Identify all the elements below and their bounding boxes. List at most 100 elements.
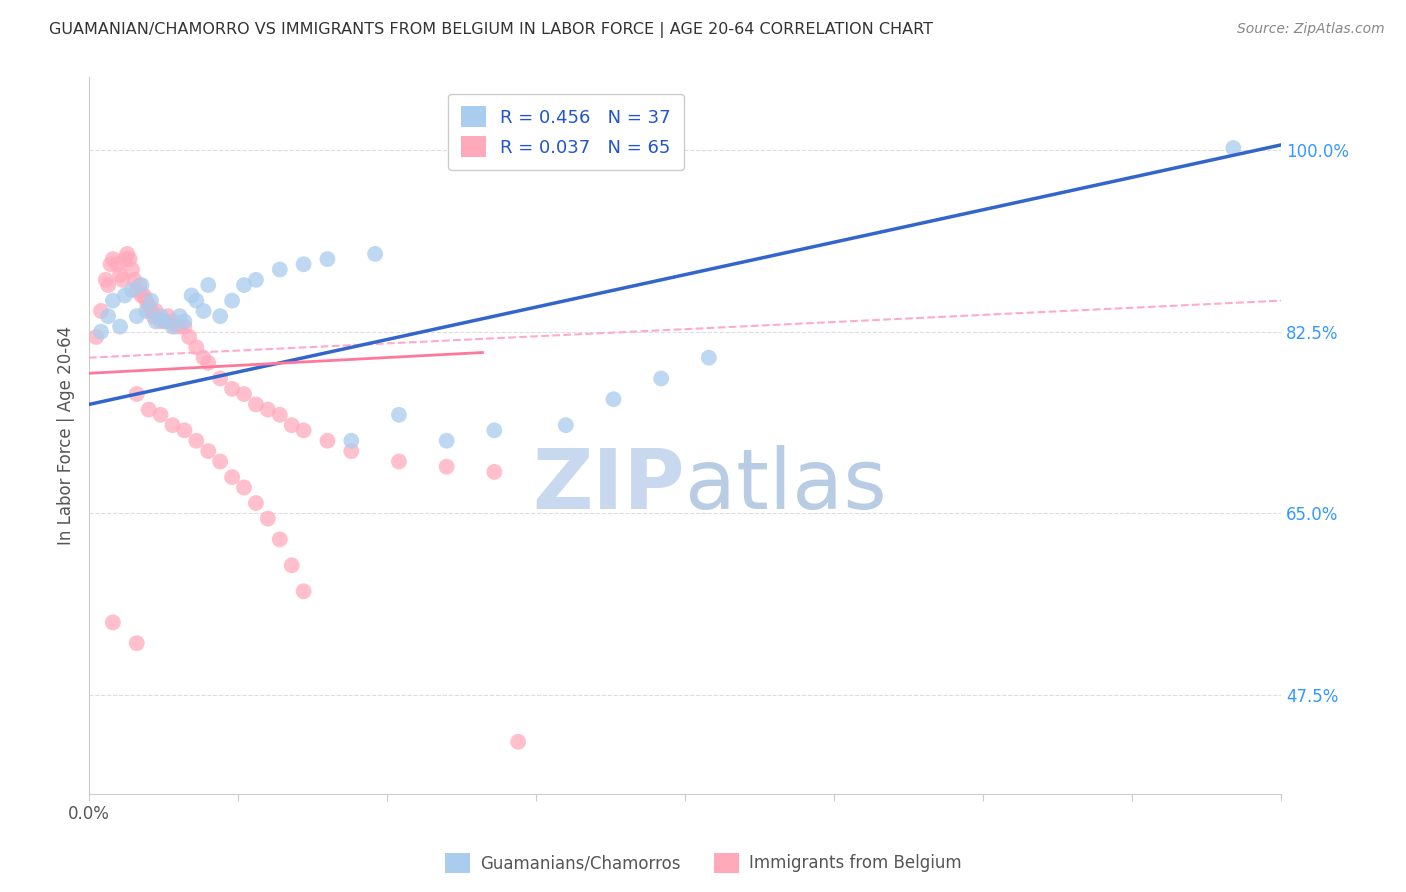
Point (124, 273, 146, 287)
Point (155, 314, 177, 328)
Point (186, 340, 208, 354)
Point (114, 288, 136, 302)
Point (145, 304, 167, 318)
Point (209, 371, 232, 385)
Point (186, 434, 208, 448)
Point (156, 309, 179, 323)
Point (316, 434, 339, 448)
Point (179, 330, 201, 344)
Point (90, 325, 112, 339)
Point (90, 304, 112, 318)
Point (484, 465, 506, 479)
Point (245, 496, 267, 510)
Point (221, 293, 243, 308)
Point (169, 319, 191, 334)
Point (173, 314, 195, 328)
Point (149, 408, 172, 422)
Point (111, 273, 134, 287)
Y-axis label: In Labor Force | Age 20-64: In Labor Force | Age 20-64 (58, 326, 75, 545)
Point (197, 444, 219, 458)
Point (602, 392, 624, 407)
Point (245, 273, 267, 287)
Point (125, 283, 148, 297)
Point (94, 273, 117, 287)
Point (125, 636, 148, 650)
Point (135, 304, 157, 318)
Text: Source: ZipAtlas.com: Source: ZipAtlas.com (1237, 22, 1385, 37)
Point (162, 319, 184, 334)
Legend: Guamanians/Chamorros, Immigrants from Belgium: Guamanians/Chamorros, Immigrants from Be… (439, 847, 967, 880)
Point (108, 268, 131, 282)
Point (197, 356, 219, 370)
Point (101, 252, 124, 266)
Point (173, 423, 195, 437)
Point (233, 480, 256, 494)
Point (269, 408, 291, 422)
Point (125, 387, 148, 401)
Point (142, 309, 165, 323)
Point (169, 309, 191, 323)
Point (340, 434, 363, 448)
Point (257, 402, 280, 417)
Point (388, 454, 411, 468)
Point (554, 418, 576, 433)
Point (125, 309, 148, 323)
Point (697, 351, 720, 365)
Point (131, 288, 153, 302)
Point (128, 278, 150, 293)
Point (135, 293, 157, 308)
Point (340, 444, 363, 458)
Point (280, 418, 302, 433)
Point (149, 309, 172, 323)
Text: ZIP: ZIP (533, 445, 685, 526)
Point (138, 299, 160, 313)
Point (138, 402, 160, 417)
Point (233, 387, 256, 401)
Point (209, 309, 232, 323)
Point (145, 314, 167, 328)
Point (121, 283, 143, 297)
Point (197, 278, 219, 293)
Point (316, 252, 339, 266)
Point (292, 584, 315, 599)
Point (292, 423, 315, 437)
Point (484, 423, 506, 437)
Point (162, 418, 184, 433)
Point (245, 397, 267, 411)
Point (163, 319, 186, 334)
Point (280, 558, 302, 573)
Point (121, 262, 143, 277)
Point (84, 330, 107, 344)
Point (108, 319, 131, 334)
Point (221, 470, 243, 484)
Point (269, 533, 291, 547)
Point (193, 304, 215, 318)
Point (132, 288, 155, 302)
Point (209, 454, 232, 468)
Point (292, 257, 315, 271)
Point (180, 288, 202, 302)
Point (115, 247, 138, 261)
Point (97, 309, 120, 323)
Point (508, 735, 530, 749)
Point (162, 314, 184, 328)
Text: GUAMANIAN/CHAMORRO VS IMMIGRANTS FROM BELGIUM IN LABOR FORCE | AGE 20-64 CORRELA: GUAMANIAN/CHAMORRO VS IMMIGRANTS FROM BE… (49, 22, 934, 38)
Point (186, 293, 208, 308)
Point (364, 247, 387, 261)
Point (118, 252, 141, 266)
Point (139, 293, 162, 308)
Point (149, 314, 172, 328)
Point (131, 278, 153, 293)
Point (100, 257, 122, 271)
Point (436, 434, 458, 448)
Point (257, 511, 280, 525)
Point (269, 262, 291, 277)
Point (97, 278, 120, 293)
Point (107, 257, 129, 271)
Point (173, 319, 195, 334)
Point (221, 382, 243, 396)
Point (650, 371, 672, 385)
Point (101, 293, 124, 308)
Point (114, 252, 136, 266)
Point (436, 459, 458, 474)
